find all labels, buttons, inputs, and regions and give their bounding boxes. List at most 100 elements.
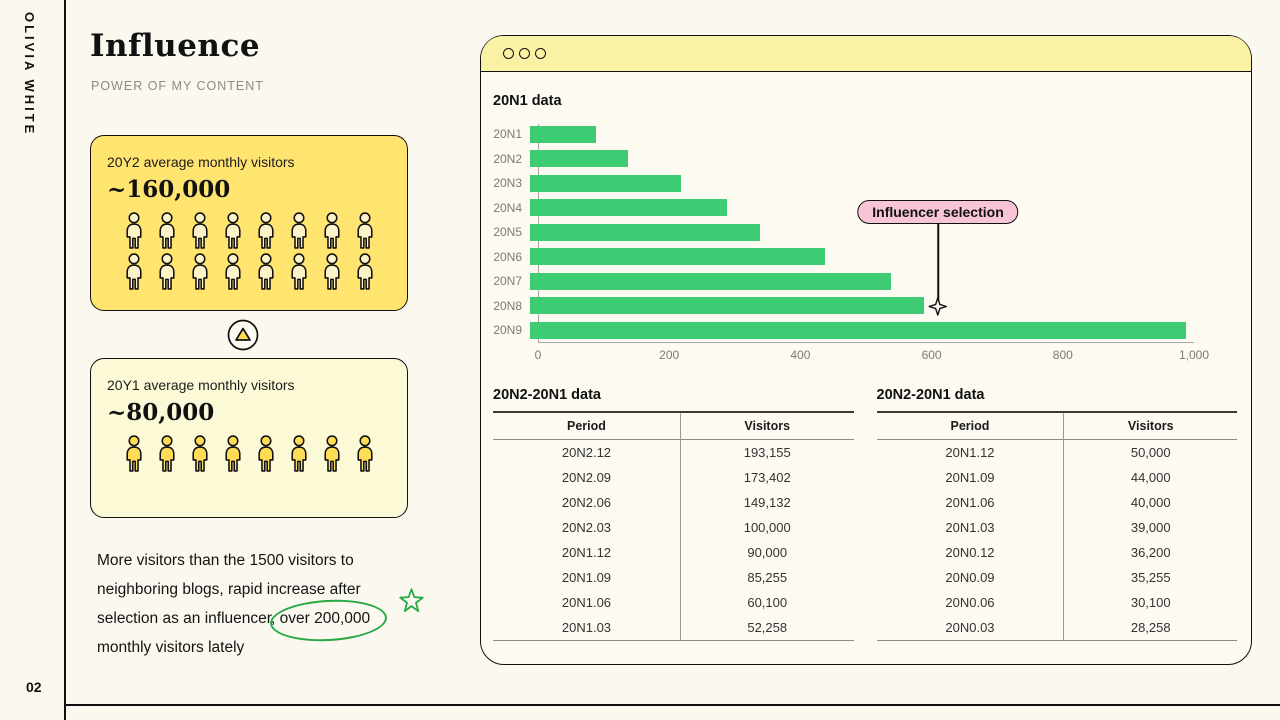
stat-card-20y2: 20Y2 average monthly visitors ~160,000 <box>90 135 408 311</box>
table-row: 20N0.03 28,258 <box>876 614 1237 640</box>
table-cell: 20N1.06 <box>493 589 681 615</box>
table-row: 20N1.03 52,258 <box>493 614 854 640</box>
person-icon <box>224 212 241 249</box>
bar-category-label: 20N9 <box>493 323 522 338</box>
table-cell: 36,200 <box>1130 544 1171 560</box>
data-table: Period Visitors 20N1.12 50,000 20N1.09 44,00… <box>876 410 1238 641</box>
bar-row: 20N7 <box>493 269 1237 294</box>
selection-marker-icon <box>928 297 948 316</box>
data-table-left: 20N2-20N1 data Period Visitors 20N2.12 193… <box>493 387 854 641</box>
bar-row: 20N4 <box>493 196 1237 221</box>
person-icon <box>191 435 208 472</box>
note-line-text: selection as an influencer, <box>97 610 280 627</box>
table-cell: 173,402 <box>743 469 791 485</box>
bar-track <box>530 223 1186 241</box>
stat-card-label: 20Y2 average monthly visitors <box>107 154 295 170</box>
table-row: 20N2.12 193,155 <box>493 439 854 465</box>
bar-category-label: 20N7 <box>493 274 522 289</box>
stat-card-20y1: 20Y1 average monthly visitors ~80,000 <box>90 358 408 518</box>
table-row: 20N1.09 85,255 <box>493 564 854 590</box>
x-tick-label: 1,000 <box>1178 347 1210 362</box>
person-icon <box>290 253 307 290</box>
table-cell: 20N1.12 <box>876 439 1065 465</box>
table-cell: 40,000 <box>1130 494 1171 510</box>
table-cell: 90,000 <box>747 544 788 560</box>
bar <box>530 125 596 143</box>
bar-category-label: 20N1 <box>493 127 522 142</box>
table-header-cell: Period <box>876 411 1065 439</box>
bar <box>530 150 629 168</box>
table-cell: 39,000 <box>1130 519 1171 535</box>
table-cell: 20N2.12 <box>493 439 681 465</box>
table-header-cell: Period <box>493 411 681 439</box>
bar-track <box>530 248 1186 266</box>
person-icon-row <box>107 212 391 249</box>
bar-row: 20N1 <box>493 122 1237 147</box>
person-icon-row <box>107 435 391 472</box>
page-title: Influence <box>90 28 261 64</box>
person-icon <box>356 435 373 472</box>
people-icons-grid <box>107 435 391 472</box>
stat-card-label: 20Y1 average monthly visitors <box>107 377 295 393</box>
page-subtitle: POWER OF MY CONTENT <box>91 79 264 93</box>
bar-category-label: 20N3 <box>493 176 522 191</box>
table-header-cell: Visitors <box>744 418 791 433</box>
note-line: monthly visitors lately <box>97 639 245 656</box>
bar <box>530 248 826 266</box>
browser-window: 20N1 data 20N1 20N2 20N3 20N4 20N5 20N6 20N7 20… <box>480 35 1252 665</box>
table-cell: 100,000 <box>743 519 791 535</box>
person-icon <box>257 435 274 472</box>
data-table-right: 20N2-20N1 data Period Visitors 20N1.12 50,… <box>876 387 1238 641</box>
bar-track <box>530 125 1186 143</box>
person-icon <box>158 212 175 249</box>
bar-track <box>530 297 1186 315</box>
table-cell: 20N1.09 <box>876 464 1065 490</box>
bar-track <box>530 321 1186 339</box>
window-control-dot[interactable] <box>519 48 530 59</box>
bar-track <box>530 199 1186 217</box>
table-cell: 28,258 <box>1130 619 1171 635</box>
window-control-dot[interactable] <box>503 48 514 59</box>
table-cell: 44,000 <box>1130 469 1171 485</box>
stat-card-value: ~80,000 <box>107 399 215 426</box>
table-row: 20N2.03 100,000 <box>493 514 854 540</box>
table-cell: 85,255 <box>747 569 788 585</box>
chart-annotation: Influencer selection <box>857 200 1019 316</box>
growth-arrow-icon <box>227 319 259 351</box>
bar-track <box>530 150 1186 168</box>
influencer-selection-badge: Influencer selection <box>857 200 1019 224</box>
window-control-dot[interactable] <box>535 48 546 59</box>
note-line: neighboring blogs, rapid increase after <box>97 581 361 598</box>
bar-chart: 20N1 20N2 20N3 20N4 20N5 20N6 20N7 20N8 20N9 0 20… <box>493 122 1237 363</box>
table-cell: 20N2.09 <box>493 464 681 490</box>
table-cell: 20N1.06 <box>876 489 1065 515</box>
table-cell: 20N0.03 <box>876 614 1065 640</box>
table-row: 20N1.09 44,000 <box>876 464 1238 490</box>
table-cell: 35,255 <box>1130 569 1171 585</box>
bar-row: 20N3 <box>493 171 1237 196</box>
bar-row: 20N8 <box>493 294 1237 319</box>
bar <box>530 199 727 217</box>
person-icon <box>125 435 142 472</box>
window-body: 20N1 data 20N1 20N2 20N3 20N4 20N5 20N6 20N7 20… <box>481 72 1251 641</box>
table-row: 20N1.06 60,100 <box>493 589 854 615</box>
x-tick-label: 200 <box>659 347 680 362</box>
person-icon <box>290 212 307 249</box>
table-row: 20N0.12 36,200 <box>876 539 1238 565</box>
bar-row: 20N5 <box>493 220 1237 245</box>
person-icon <box>158 435 175 472</box>
bar <box>530 321 1186 339</box>
person-icon <box>257 212 274 249</box>
person-icon <box>323 253 340 290</box>
person-icon <box>323 435 340 472</box>
bar-track <box>530 174 1186 192</box>
table-cell: 20N1.03 <box>493 614 681 640</box>
table-cell: 20N1.09 <box>493 564 681 590</box>
stat-card-value: ~160,000 <box>107 176 231 203</box>
table-cell: 20N1.03 <box>876 514 1065 540</box>
x-axis-ticks: 0 200 400 600 800 1,000 <box>535 343 1209 363</box>
table-cell: 60,100 <box>747 594 788 610</box>
bar <box>530 297 924 315</box>
person-icon <box>290 435 307 472</box>
bar <box>530 272 891 290</box>
